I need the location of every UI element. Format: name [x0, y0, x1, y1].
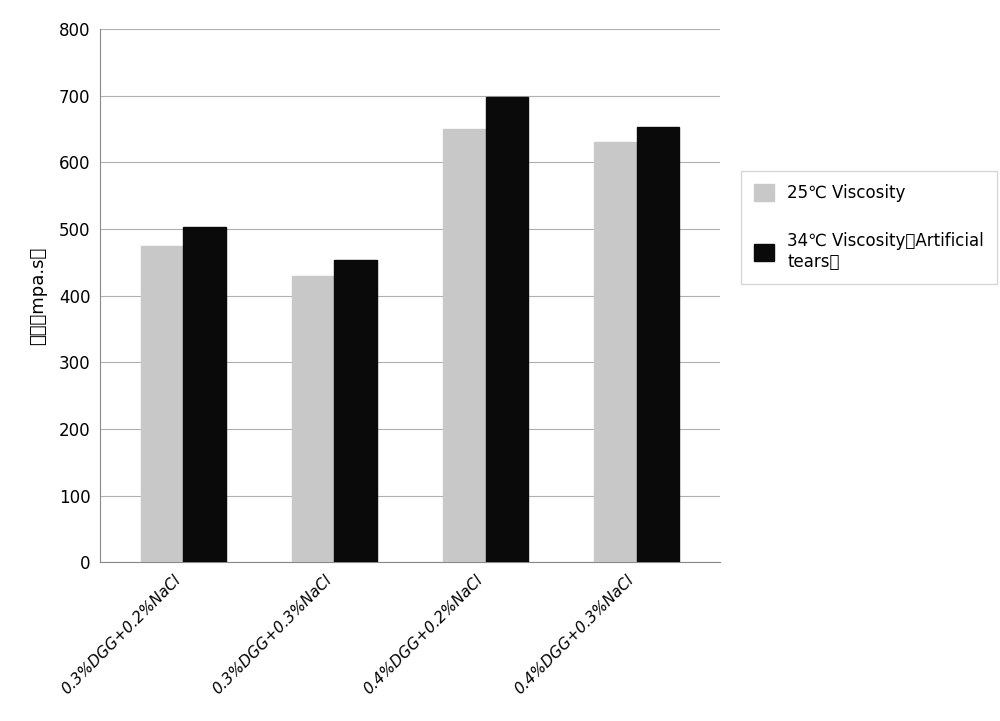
Bar: [292, 275, 334, 562]
Bar: [334, 260, 377, 562]
Bar: [637, 127, 679, 562]
Bar: [443, 129, 486, 562]
Legend: 25℃ Viscosity, 34℃ Viscosity（Artificial
tears）: 25℃ Viscosity, 34℃ Viscosity（Artificial …: [741, 171, 997, 284]
Bar: [594, 142, 637, 562]
Bar: [183, 227, 226, 562]
Bar: [141, 246, 183, 562]
Bar: [486, 97, 528, 562]
Y-axis label: 粘度（mpa.s）: 粘度（mpa.s）: [30, 247, 48, 345]
